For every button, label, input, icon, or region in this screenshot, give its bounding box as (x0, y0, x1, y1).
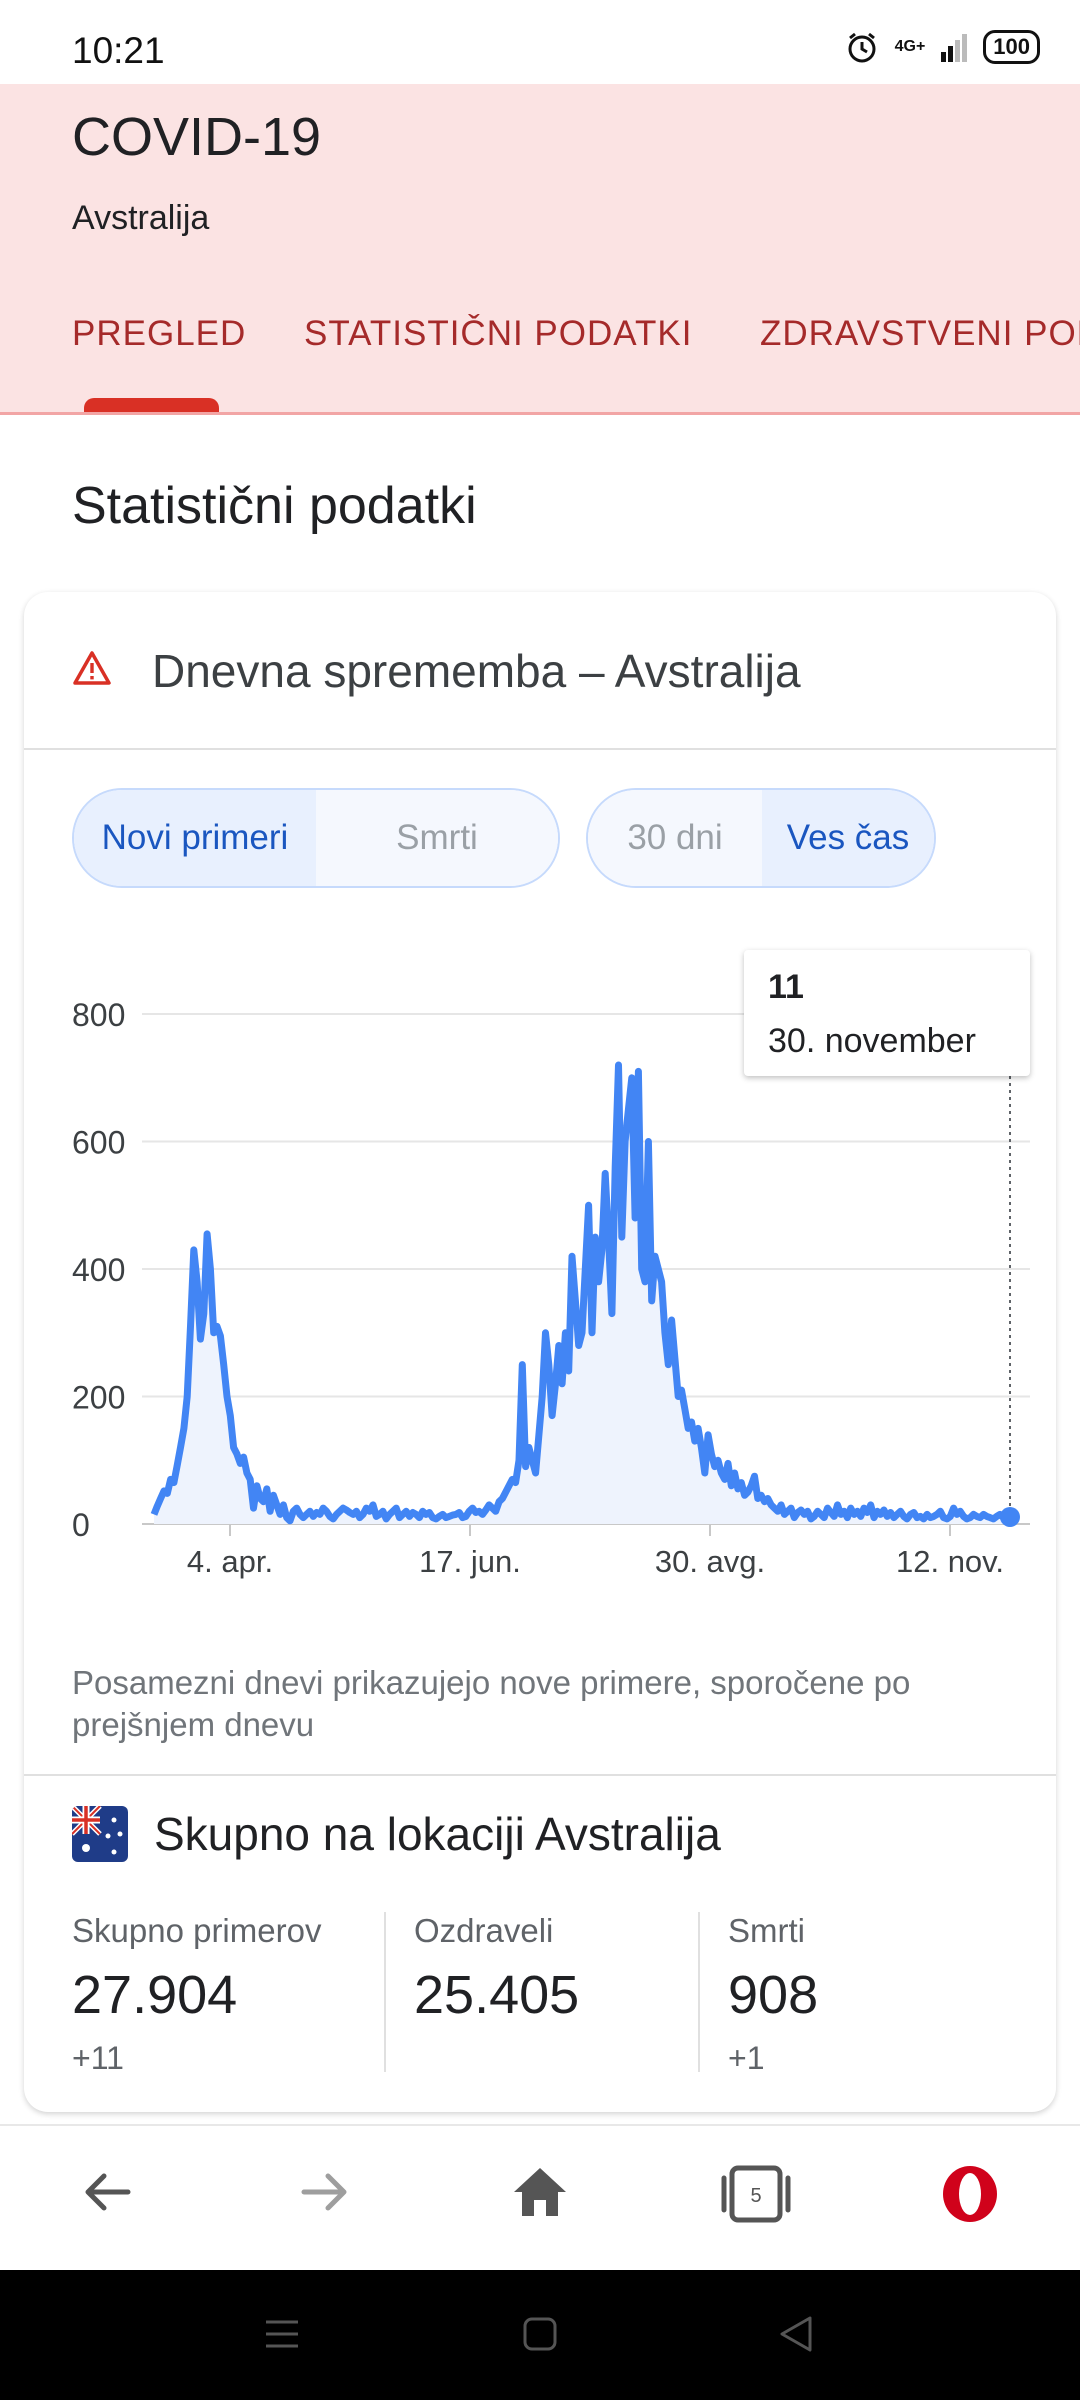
location-subtitle: Avstralija (72, 199, 210, 237)
system-navigation-bar (0, 2270, 1080, 2400)
series-line (150, 1061, 1012, 1525)
x-tick-label: 12. nov. (896, 1544, 1004, 1579)
tab-pregled[interactable]: PREGLED (72, 314, 247, 353)
x-tick-label: 4. apr. (187, 1544, 273, 1579)
stat-value: 908 (728, 1965, 819, 2025)
battery-icon: 100 (983, 30, 1040, 64)
stat-separator (384, 1912, 386, 2072)
browser-toolbar: 5 (0, 2124, 1080, 2272)
signal-icon (941, 34, 968, 62)
status-bar: 10:21 4G+ 100 (0, 0, 1080, 84)
tooltip-value: 11 (768, 968, 804, 1006)
series-area (154, 1065, 1010, 1524)
stat-deaths: Smrti 908 +1 (728, 1912, 818, 2077)
stat-value: 27.904 (72, 1965, 238, 2025)
tab-bar: PREGLED STATISTIČNI PODATKI ZDRAVSTVENI … (0, 314, 1080, 412)
card-header: Dnevna sprememba – Avstralija (24, 592, 1056, 750)
stat-recovered: Ozdraveli 25.405 (414, 1912, 579, 2040)
hover-point (1000, 1506, 1020, 1527)
metric-toggle: Novi primeri Smrti (72, 788, 560, 888)
opera-menu-icon[interactable] (940, 2164, 1000, 2224)
location-summary-title: Skupno na lokaciji Avstralija (154, 1808, 721, 1860)
divider (24, 1774, 1056, 1776)
active-tab-indicator (84, 398, 219, 412)
toggle-ves-cas[interactable]: Ves čas (762, 790, 934, 886)
location-summary-header: Skupno na lokaciji Avstralija (72, 1806, 721, 1862)
toggle-30-dni[interactable]: 30 dni (588, 790, 762, 886)
home-square-icon[interactable] (520, 2314, 560, 2354)
svg-text:5: 5 (750, 2185, 761, 2207)
y-tick-label: 400 (72, 1252, 125, 1288)
status-icons: 4G+ 100 (845, 30, 1040, 64)
chart-note: Posamezni dnevi prikazujejo nove primere… (72, 1664, 911, 1743)
australia-flag-icon (72, 1806, 128, 1862)
y-tick-label: 200 (72, 1380, 125, 1416)
y-tick-label: 600 (72, 1125, 125, 1161)
y-tick-label: 0 (72, 1507, 90, 1543)
tooltip-date: 30. november (768, 1022, 976, 1060)
chart-tooltip: 11 30. november (744, 950, 1030, 1076)
toggle-smrti[interactable]: Smrti (316, 790, 558, 886)
stat-label: Ozdraveli (414, 1912, 554, 1949)
network-label: 4G+ (894, 38, 926, 55)
back-arrow-icon[interactable] (80, 2164, 136, 2220)
stat-delta: +1 (728, 2040, 765, 2076)
forward-arrow-icon[interactable] (296, 2164, 352, 2220)
stat-label: Smrti (728, 1912, 805, 1949)
stat-total-cases: Skupno primerov 27.904 +11 (72, 1912, 321, 2077)
toggle-novi-primeri[interactable]: Novi primeri (74, 790, 316, 886)
tab-zdravstveni-podatki[interactable]: ZDRAVSTVENI POD (760, 314, 1080, 353)
recents-menu-icon[interactable] (262, 2314, 302, 2354)
range-toggle: 30 dni Ves čas (586, 788, 936, 888)
card-title: Dnevna sprememba – Avstralija (152, 645, 801, 697)
stat-label: Skupno primerov (72, 1912, 322, 1949)
stats-card: Dnevna sprememba – Avstralija Novi prime… (24, 592, 1056, 2112)
stat-separator (698, 1912, 700, 2072)
warning-icon (73, 651, 111, 685)
alarm-icon (848, 32, 876, 63)
page-title: COVID-19 (72, 107, 322, 167)
y-tick-label: 800 (72, 997, 125, 1033)
x-tick-label: 30. avg. (655, 1544, 765, 1579)
tab-statisticni-podatki[interactable]: STATISTIČNI PODATKI (304, 314, 693, 353)
home-icon[interactable] (510, 2164, 570, 2220)
stat-value: 25.405 (414, 1965, 580, 2025)
section-title: Statistični podatki (72, 477, 477, 535)
back-triangle-icon[interactable] (776, 2314, 816, 2354)
stat-delta: +11 (72, 2040, 124, 2076)
covid-header: COVID-19 Avstralija PREGLED STATISTIČNI … (0, 84, 1080, 415)
daily-cases-chart[interactable]: 0 200 400 600 800 4. apr. 17. jun. 30. avg. 12. … (24, 932, 1056, 1652)
x-tick-label: 17. jun. (419, 1544, 521, 1579)
tabs-icon[interactable]: 5 (718, 2164, 794, 2224)
status-time: 10:21 (72, 30, 165, 71)
